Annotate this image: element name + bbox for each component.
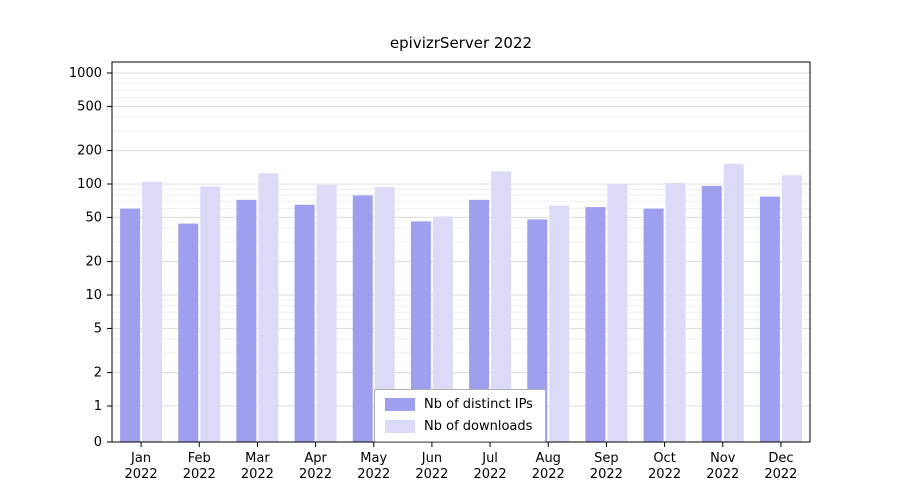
- x-tick-label-year: 2022: [590, 467, 623, 482]
- x-tick-label-month: Mar: [245, 451, 270, 466]
- bar-downloads: [142, 181, 163, 442]
- x-tick-label-year: 2022: [357, 467, 390, 482]
- bar-downloads: [549, 205, 570, 442]
- bar-downloads: [374, 186, 395, 442]
- bar-distinct-ips: [759, 196, 780, 442]
- y-tick-label: 500: [77, 99, 102, 114]
- bar-downloads: [432, 216, 453, 442]
- bar-distinct-ips: [352, 195, 373, 442]
- bar-distinct-ips: [410, 221, 431, 442]
- bar-distinct-ips: [701, 185, 722, 442]
- x-tick-label-year: 2022: [415, 467, 448, 482]
- y-tick-label: 50: [85, 210, 102, 225]
- x-tick-label-year: 2022: [706, 467, 739, 482]
- bar-downloads: [491, 171, 512, 442]
- x-tick-label-month: Apr: [304, 451, 327, 466]
- bar-distinct-ips: [236, 199, 257, 442]
- y-tick-label: 0: [94, 435, 102, 450]
- x-tick-label-month: Feb: [188, 451, 211, 466]
- legend-item-downloads: Nb of downloads: [385, 419, 533, 434]
- x-tick-label-month: Jan: [130, 451, 151, 466]
- y-tick-label: 1: [94, 399, 102, 414]
- y-tick-label: 100: [77, 177, 102, 192]
- chart-title: epivizrServer 2022: [389, 34, 533, 52]
- x-tick-label-year: 2022: [241, 467, 274, 482]
- bar-downloads: [200, 186, 221, 442]
- legend-swatch-downloads: [385, 420, 415, 433]
- x-tick-label-year: 2022: [764, 467, 797, 482]
- x-tick-label-month: Oct: [653, 451, 675, 466]
- bar-downloads: [781, 175, 802, 442]
- x-tick-label-month: Jul: [481, 451, 498, 466]
- bar-distinct-ips: [585, 207, 606, 442]
- bar-distinct-ips: [469, 199, 490, 442]
- y-tick-label: 2: [94, 366, 102, 381]
- bar-distinct-ips: [643, 208, 664, 442]
- plot-border: [111, 61, 811, 443]
- y-tick-label: 5: [94, 321, 102, 336]
- x-tick-label-month: Sep: [594, 451, 619, 466]
- bar-distinct-ips: [120, 208, 141, 442]
- x-tick-label-month: Dec: [768, 451, 793, 466]
- bar-distinct-ips: [527, 219, 548, 442]
- x-tick-label-month: May: [360, 451, 387, 466]
- bar-downloads: [316, 184, 337, 442]
- bar-downloads: [665, 183, 686, 442]
- x-tick-label-year: 2022: [474, 467, 507, 482]
- y-tick-label: 200: [77, 144, 102, 159]
- x-tick-label-month: Aug: [536, 451, 561, 466]
- legend-swatch-distinct-ips: [385, 398, 415, 411]
- bar-downloads: [607, 184, 628, 442]
- legend-label: Nb of downloads: [424, 419, 533, 434]
- y-tick-label: 20: [85, 255, 102, 270]
- bar-distinct-ips: [294, 204, 315, 442]
- y-tick-label: 10: [85, 288, 102, 303]
- x-tick-label-year: 2022: [183, 467, 216, 482]
- legend: Nb of distinct IPs Nb of downloads: [374, 389, 546, 442]
- bar-downloads: [723, 163, 744, 442]
- x-tick-label-year: 2022: [299, 467, 332, 482]
- x-tick-label-month: Jun: [421, 451, 442, 466]
- x-tick-label-year: 2022: [532, 467, 565, 482]
- x-tick-label-year: 2022: [648, 467, 681, 482]
- y-tick-label: 1000: [69, 66, 102, 81]
- legend-label: Nb of distinct IPs: [424, 397, 533, 412]
- x-tick-label-month: Nov: [710, 451, 736, 466]
- bar-downloads: [258, 173, 279, 442]
- bar-distinct-ips: [178, 223, 199, 442]
- legend-item-distinct-ips: Nb of distinct IPs: [385, 397, 533, 412]
- x-tick-label-year: 2022: [125, 467, 158, 482]
